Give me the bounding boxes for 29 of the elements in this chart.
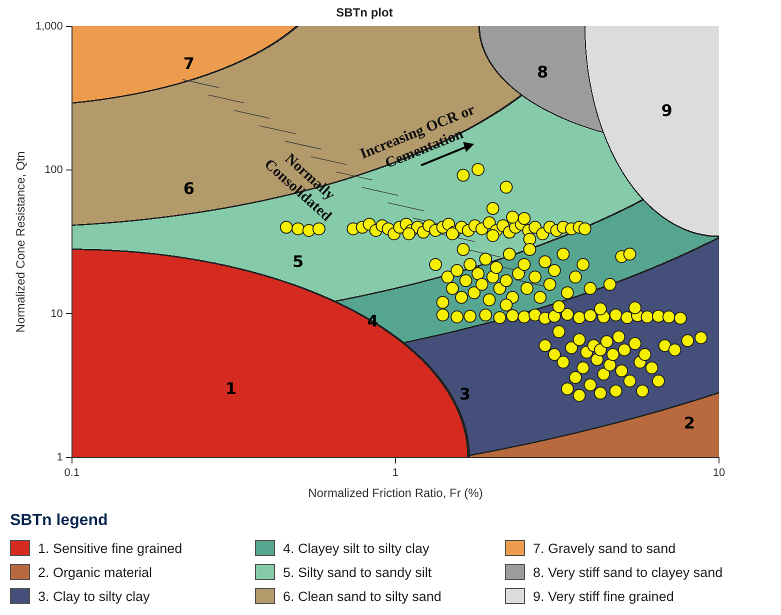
annotation: 3 <box>459 384 471 404</box>
x-tick-label: 0.1 <box>64 467 80 480</box>
annotation: 9 <box>661 100 672 120</box>
text: 3. Clay to silty clay <box>38 588 150 604</box>
x-tick-label: 10 <box>712 467 726 480</box>
y-tick-label: 1 <box>56 451 63 464</box>
annotation: 1 <box>225 379 236 398</box>
y-tick-label: 10 <box>50 308 63 320</box>
y-tick-label: 100 <box>44 164 63 176</box>
text: 4. Clayey silt to silty clay <box>283 540 430 556</box>
annotation: 6 <box>183 178 195 198</box>
text: 1. Sensitive fine grained <box>38 540 182 556</box>
text: 9. Very stiff fine grained <box>533 588 674 604</box>
annotation: 5 <box>292 252 304 272</box>
text: 6. Clean sand to silty sand <box>283 588 442 604</box>
x-axis-title: Normalized Friction Ratio, Fr (%) <box>308 486 483 500</box>
annotation: 7 <box>183 54 195 73</box>
annotation: 8 <box>537 62 548 82</box>
text: 5. Silty sand to sandy silt <box>283 564 432 580</box>
text: 2. Organic material <box>38 564 152 580</box>
chart-title: SBTn plot <box>336 6 393 20</box>
annotation: 2 <box>684 413 695 432</box>
text: 8. Very stiff sand to clayey sand <box>533 564 723 580</box>
legend-title: SBTn legend <box>10 512 109 530</box>
annotation: 4 <box>367 312 378 331</box>
y-axis-title: Normalized Cone Resistance, Qtn <box>14 151 28 333</box>
x-tick-label: 1 <box>392 467 399 480</box>
text: 7. Gravely sand to sand <box>533 540 676 556</box>
y-tick-label: 1,000 <box>35 20 63 32</box>
